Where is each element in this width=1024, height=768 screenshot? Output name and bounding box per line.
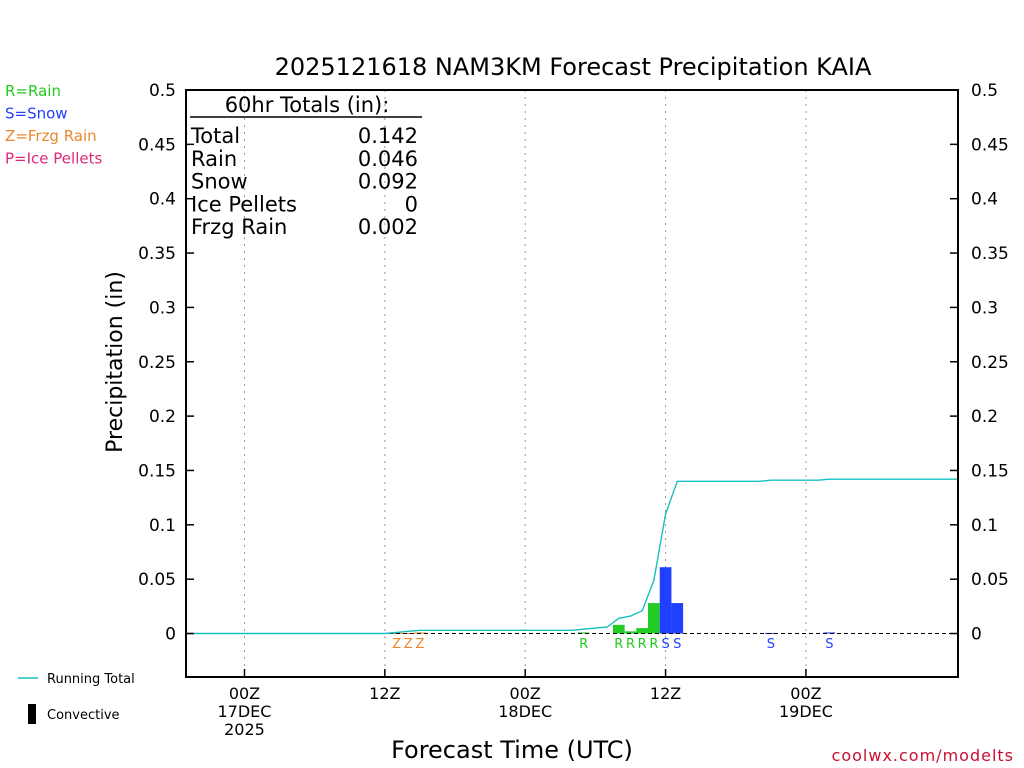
running-total-line — [186, 478, 958, 635]
ytick-label-left-0: 0.5 — [149, 81, 176, 101]
xtick-label-2-0: 00Z — [510, 684, 541, 703]
bar-4 — [612, 624, 625, 634]
x-axis-label: Forecast Time (UTC) — [391, 736, 633, 764]
ptype-mark-2: Z — [415, 637, 424, 652]
ytick-label-right-3: 0.35 — [971, 244, 1009, 264]
totals-row-name-2: Snow — [191, 170, 248, 194]
xtick-label-0-0: 00Z — [229, 684, 260, 703]
ptype-legend-item-3: P=Ice Pellets — [5, 150, 102, 168]
ytick-label-left-4: 0.3 — [149, 298, 176, 318]
bar-2 — [414, 632, 426, 634]
series-legend-label-1: Convective — [47, 708, 120, 723]
ptype-mark-4: R — [614, 637, 623, 652]
ytick-label-left-3: 0.35 — [138, 244, 176, 264]
ptype-mark-9: S — [673, 637, 681, 652]
totals-row-value-3: 0 — [405, 192, 418, 216]
totals-title: 60hr Totals (in): — [225, 93, 390, 117]
series-legend-swatch-1 — [28, 704, 36, 724]
ytick-label-left-6: 0.2 — [149, 407, 176, 427]
xtick-label-2-1: 18DEC — [498, 702, 552, 721]
ytick-label-left-10: 0 — [165, 625, 176, 645]
ytick-label-right-9: 0.05 — [971, 570, 1009, 590]
ptype-legend-item-2: Z=Frzg Rain — [5, 127, 97, 145]
ytick-label-left-9: 0.05 — [138, 570, 176, 590]
bar-1 — [402, 632, 415, 634]
ptype-mark-3: R — [579, 637, 588, 652]
xtick-label-0-2: 2025 — [224, 720, 265, 739]
ytick-label-left-2: 0.4 — [149, 190, 176, 210]
y-axis-label: Precipitation (in) — [103, 271, 128, 453]
totals-row-value-0: 0.142 — [358, 124, 418, 148]
series-legend-label-0: Running Total — [47, 672, 135, 687]
ytick-label-right-2: 0.4 — [971, 190, 998, 210]
ptype-mark-7: R — [649, 637, 658, 652]
ytick-label-right-6: 0.2 — [971, 407, 998, 427]
ptype-mark-5: R — [626, 637, 635, 652]
bar-11 — [823, 632, 836, 634]
bar-9 — [671, 603, 684, 634]
bar-6 — [636, 628, 649, 634]
ptype-mark-10: S — [767, 637, 775, 652]
ytick-label-right-8: 0.1 — [971, 516, 998, 536]
totals-row-value-1: 0.046 — [358, 147, 418, 171]
totals-row-name-3: Ice Pellets — [191, 192, 297, 216]
ptype-mark-1: Z — [404, 637, 413, 652]
y-axis-right: 0.5 0.45 0.4 0.35 0.3 0.25 0.2 0.15 0.1 0.05 0 — [950, 81, 1009, 645]
ptype-mark-6: R — [638, 637, 647, 652]
ytick-label-right-1: 0.45 — [971, 135, 1009, 155]
xtick-label-1-0: 12Z — [369, 684, 400, 703]
bar-5 — [624, 631, 637, 634]
ytick-label-right-7: 0.15 — [971, 461, 1009, 481]
chart-title: 2025121618 NAM3KM Forecast Precipitation… — [275, 53, 872, 81]
ytick-label-left-7: 0.15 — [138, 461, 176, 481]
ytick-label-right-5: 0.25 — [971, 353, 1009, 373]
ytick-label-left-5: 0.25 — [138, 353, 176, 373]
totals-row-name-4: Frzg Rain — [191, 215, 287, 239]
xtick-label-4-1: 19DEC — [779, 702, 833, 721]
xtick-label-0-1: 17DEC — [218, 702, 272, 721]
series-legend: Running Total Convective — [18, 672, 135, 724]
bar-8 — [659, 567, 672, 634]
y-axis-left: 0.5 0.45 0.4 0.35 0.3 0.25 0.2 0.15 0.1 0.05 0 — [138, 81, 194, 645]
xtick-label-3-0: 12Z — [650, 684, 681, 703]
ytick-label-left-1: 0.45 — [138, 135, 176, 155]
ytick-label-right-10: 0 — [971, 625, 982, 645]
bar-7 — [648, 603, 660, 634]
totals-box: 60hr Totals (in): Total 0.142 Rain 0.046 Sno… — [190, 93, 422, 239]
totals-row-name-1: Rain — [191, 147, 237, 171]
ytick-label-right-0: 0.5 — [971, 81, 998, 101]
ptype-mark-8: S — [661, 637, 669, 652]
totals-row-value-2: 0.092 — [358, 170, 418, 194]
ptype-legend: R=Rain S=Snow Z=Frzg Rain P=Ice Pellets — [5, 82, 102, 168]
bar-3 — [577, 632, 590, 634]
ptype-legend-item-0: R=Rain — [5, 82, 61, 100]
ptype-mark-0: Z — [392, 637, 401, 652]
ptype-mark-11: S — [825, 637, 833, 652]
totals-row-value-4: 0.002 — [358, 215, 418, 239]
ytick-label-right-4: 0.3 — [971, 298, 998, 318]
ytick-label-left-8: 0.1 — [149, 516, 176, 536]
plot-frame — [185, 89, 959, 678]
credit-text: coolwx.com/modelts — [832, 746, 1014, 765]
ptype-legend-item-1: S=Snow — [5, 105, 68, 123]
xtick-label-4-0: 00Z — [790, 684, 821, 703]
vertical-gridlines — [243, 90, 807, 677]
totals-row-name-0: Total — [190, 124, 240, 148]
bar-series — [390, 567, 836, 634]
